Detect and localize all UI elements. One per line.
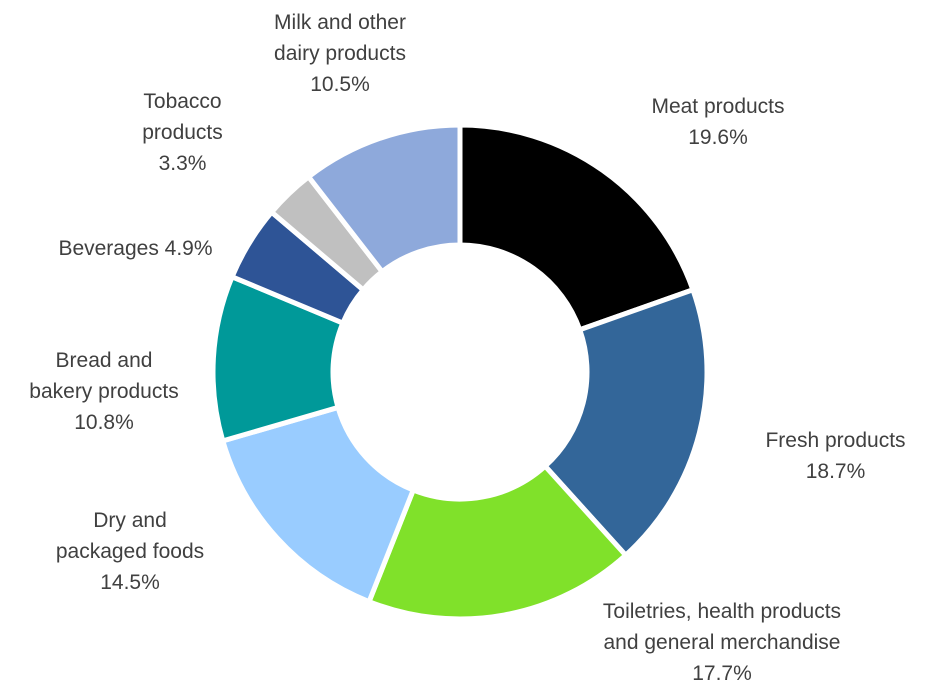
label-value: 14.5% (100, 571, 160, 594)
label-value: 10.8% (74, 411, 134, 434)
slice-dry-and-packaged-foods (219, 404, 417, 605)
label-value: 3.3% (158, 152, 207, 175)
label-value: 10.5% (310, 73, 370, 96)
label-meat-products: Meat products 19.6% (633, 91, 803, 153)
label-line: Milk and other (274, 11, 406, 34)
label-line: bakery products (29, 380, 179, 403)
label-milk-dairy: Milk and other dairy products 10.5% (250, 7, 430, 100)
label-line: dairy products (274, 42, 406, 65)
label-line: and general merchandise (603, 631, 841, 654)
label-fresh-products: Fresh products 18.7% (748, 425, 923, 487)
slice-meat-products (457, 122, 697, 333)
label-line: Fresh products (765, 429, 906, 452)
slice-toiletries-health-products-and-general-merchandise (365, 462, 630, 622)
label-dry-packaged-foods: Dry and packaged foods 14.5% (30, 505, 230, 598)
slice-fresh-products (541, 286, 710, 559)
slice-milk-and-other-dairy-products (305, 122, 463, 276)
label-line: Beverages 4.9% (58, 237, 213, 260)
label-tobacco: Tobacco products 3.3% (110, 86, 255, 179)
label-value: 19.6% (688, 126, 748, 149)
label-toiletries: Toiletries, health products and general … (563, 596, 881, 689)
label-line: Bread and (55, 349, 153, 372)
label-bread-bakery: Bread and bakery products 10.8% (6, 345, 202, 438)
label-line: Meat products (651, 95, 785, 118)
label-value: 17.7% (692, 662, 752, 685)
label-beverages: Beverages 4.9% (38, 233, 233, 264)
label-line: Toiletries, health products (602, 600, 842, 623)
label-line: Dry and (93, 509, 167, 532)
label-value: 18.7% (805, 460, 866, 483)
label-line: Tobacco (143, 90, 222, 113)
label-line: packaged foods (55, 540, 205, 563)
label-line: products (142, 121, 223, 144)
